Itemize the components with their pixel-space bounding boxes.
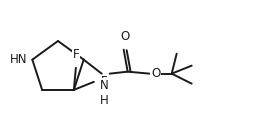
Text: F: F: [72, 48, 79, 61]
Text: N
H: N H: [100, 79, 109, 107]
Text: F: F: [101, 75, 108, 88]
Text: HN: HN: [10, 53, 27, 66]
Text: O: O: [151, 67, 160, 80]
Text: O: O: [120, 30, 129, 43]
